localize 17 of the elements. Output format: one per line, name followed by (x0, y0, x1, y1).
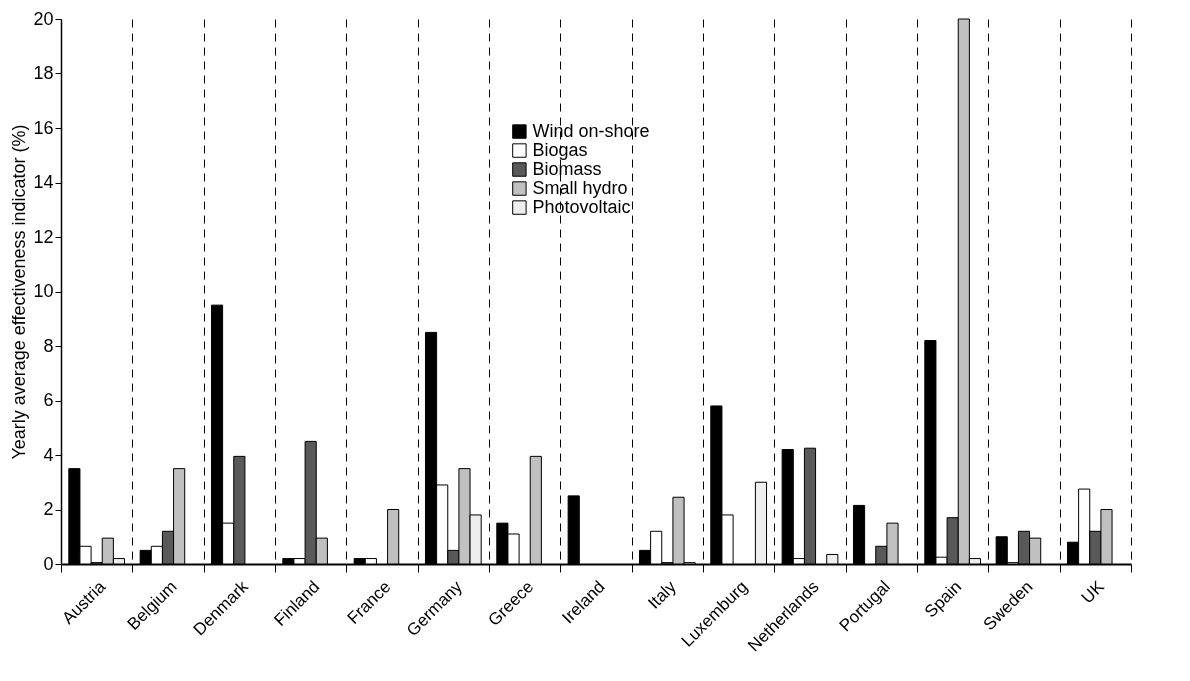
y-tick-label: 2 (43, 499, 54, 519)
legend-label: Wind on-shore (532, 120, 650, 141)
y-tick-label: 20 (33, 8, 54, 29)
y-tick-label: 12 (33, 226, 54, 247)
y-tick-label: 18 (33, 63, 54, 83)
y-tick-label: 16 (33, 117, 54, 138)
y-tick-label: 8 (43, 335, 54, 356)
y-tick-label: 6 (43, 390, 54, 410)
x-tick-label: UK (1077, 576, 1109, 608)
y-tick-label: 10 (33, 281, 54, 301)
y-axis-title: Yearly average effectiveness indicator (%) (9, 124, 30, 460)
y-tick-label: 0 (43, 553, 54, 574)
legend-label: Biogas (532, 139, 588, 160)
x-tick-label: Italy (644, 576, 681, 613)
y-tick-label: 14 (33, 172, 54, 192)
y-tick-label: 4 (43, 444, 54, 465)
legend-label: Small hydro (532, 177, 628, 198)
